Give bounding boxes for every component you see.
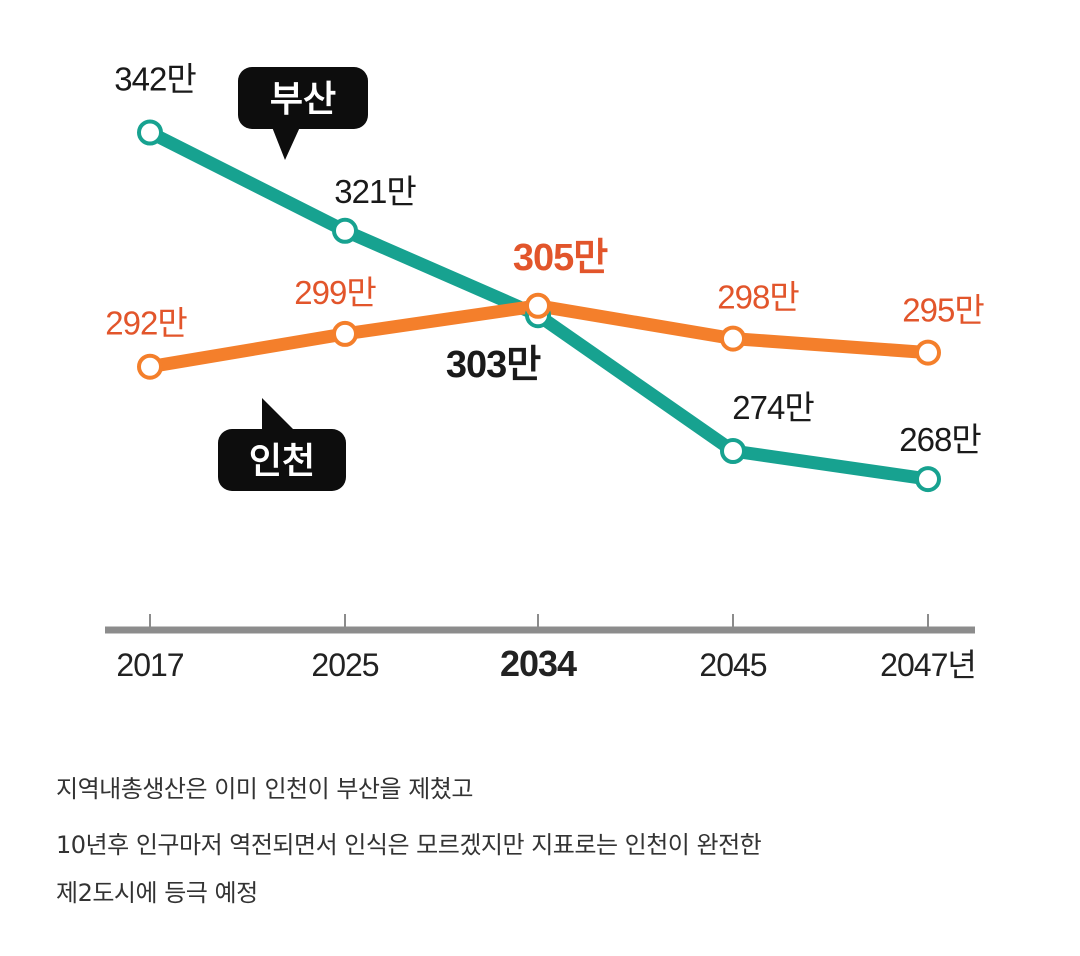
x-tick-label: 2045: [699, 647, 766, 683]
callout-box: [238, 67, 368, 129]
caption-line-1: 지역내총생산은 이미 인천이 부산을 제쳤고: [56, 775, 473, 803]
data-label-incheon: 292만: [105, 305, 187, 342]
data-point-busan: [137, 119, 163, 146]
callout-box: [218, 429, 346, 491]
caption-line-3: 제2도시에 등극 예정: [56, 879, 258, 907]
data-point-busan: [720, 438, 746, 464]
data-label-busan: 268만: [899, 421, 981, 458]
callout-label: 인천: [249, 441, 315, 482]
data-point-incheon: [137, 353, 163, 380]
data-label-incheon: 299만: [294, 274, 376, 311]
data-label-busan: 274만: [732, 389, 814, 426]
callout-label: 부산: [270, 79, 336, 120]
x-tick-label: 2047년: [880, 647, 976, 683]
data-point-incheon: [720, 325, 746, 352]
x-tick-label: 2034: [500, 643, 577, 684]
x-tick-label: 2017: [116, 647, 183, 683]
data-label-busan: 303만: [446, 344, 541, 386]
data-point-busan: [915, 466, 941, 493]
data-point-incheon: [332, 320, 358, 347]
data-label-busan: 321만: [334, 173, 416, 210]
x-tick-label: 2025: [311, 647, 378, 683]
callout-tail: [262, 398, 294, 430]
data-label-incheon: 295만: [902, 292, 984, 329]
data-point-incheon: [915, 339, 941, 366]
data-label-busan: 342만: [114, 60, 196, 97]
population-line-chart: 2017 2025 2034 2045 2047년 342만 321만 303만 274만 26…: [105, 60, 985, 684]
data-point-incheon: [525, 292, 551, 319]
caption-line-2: 10년후 인구마저 역전되면서 인식은 모르겠지만 지표로는 인천이 완전한: [56, 831, 762, 859]
data-point-busan: [332, 217, 358, 244]
data-label-incheon: 305만: [513, 237, 608, 279]
callout-tail: [272, 127, 300, 160]
series-callout-busan: 부산: [238, 67, 368, 160]
series-callout-incheon: 인천: [218, 398, 346, 491]
data-label-incheon: 298만: [717, 279, 799, 316]
